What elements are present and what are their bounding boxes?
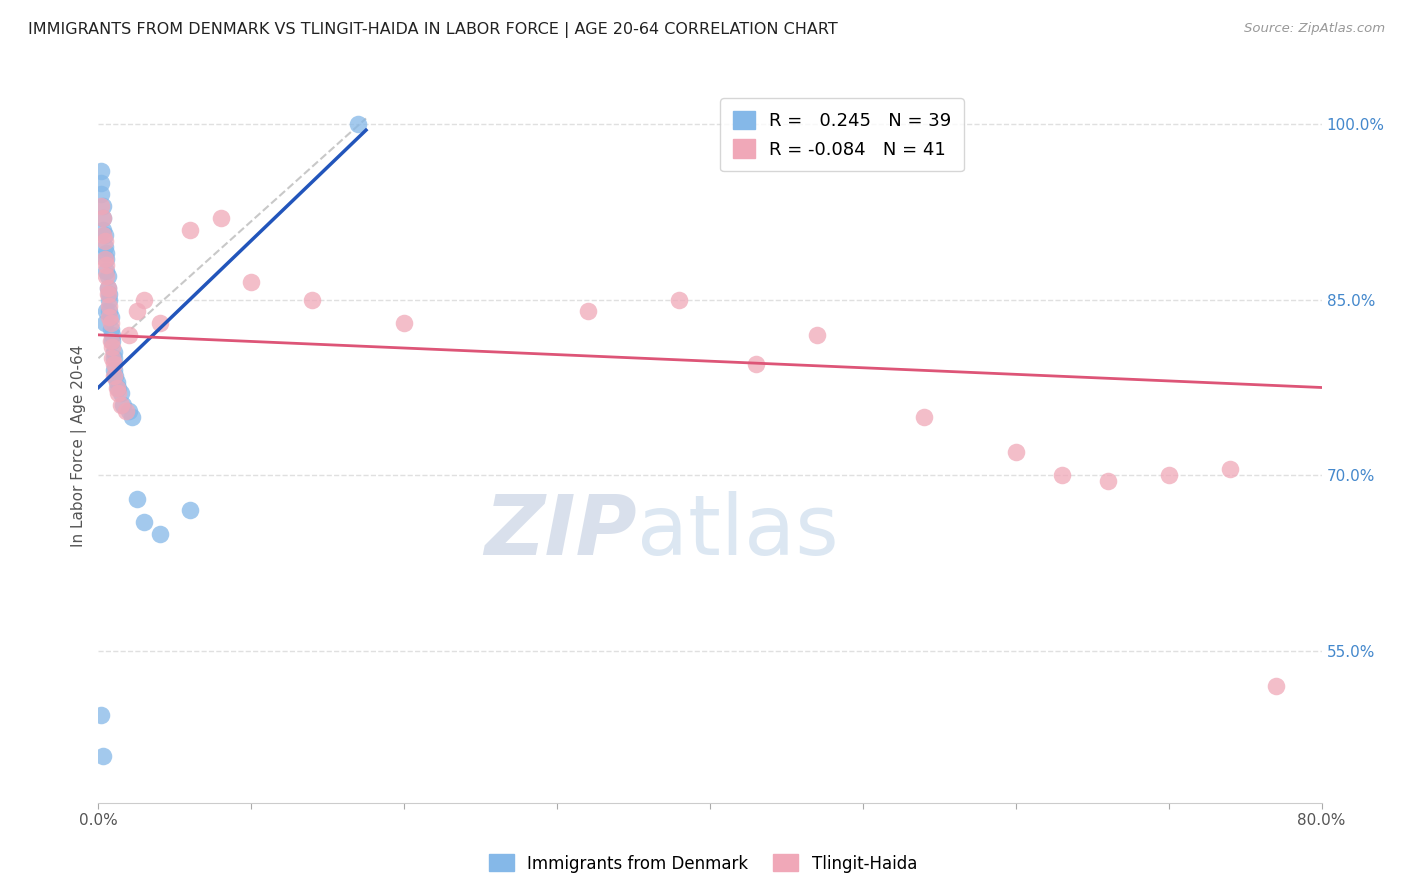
Point	[100, 310, 122, 325]
Text: atlas: atlas	[637, 491, 838, 572]
Point	[1264, 679, 1286, 693]
Point	[576, 304, 599, 318]
Point	[94, 258, 117, 272]
Point	[745, 357, 768, 371]
Point	[107, 380, 129, 394]
Point	[93, 316, 115, 330]
Point	[115, 404, 138, 418]
Point	[97, 281, 120, 295]
Point	[121, 409, 143, 424]
Point	[91, 228, 114, 243]
Point	[101, 334, 124, 348]
Point	[1050, 468, 1073, 483]
Point	[94, 246, 117, 260]
Point	[97, 287, 120, 301]
Text: IMMIGRANTS FROM DENMARK VS TLINGIT-HAIDA IN LABOR FORCE | AGE 20-64 CORRELATION : IMMIGRANTS FROM DENMARK VS TLINGIT-HAIDA…	[28, 22, 838, 38]
Point	[1219, 462, 1241, 476]
Point	[103, 363, 125, 377]
Text: Source: ZipAtlas.com: Source: ZipAtlas.com	[1244, 22, 1385, 36]
Point	[110, 386, 132, 401]
Point	[91, 222, 114, 236]
Point	[209, 211, 232, 225]
Point	[93, 252, 115, 266]
Point	[179, 503, 201, 517]
Point	[93, 234, 115, 248]
Point	[97, 281, 120, 295]
Point	[91, 211, 114, 225]
Point	[93, 228, 115, 243]
Point	[97, 269, 120, 284]
Point	[912, 409, 935, 424]
Point	[98, 293, 121, 307]
Legend: Immigrants from Denmark, Tlingit-Haida: Immigrants from Denmark, Tlingit-Haida	[482, 847, 924, 880]
Point	[98, 310, 121, 325]
Point	[125, 491, 148, 506]
Point	[104, 368, 127, 383]
Point	[668, 293, 690, 307]
Point	[806, 327, 828, 342]
Point	[100, 316, 122, 330]
Point	[118, 327, 141, 342]
Point	[149, 316, 172, 330]
Point	[101, 340, 124, 354]
Point	[91, 211, 114, 225]
Point	[100, 322, 122, 336]
Point	[111, 398, 134, 412]
Point	[90, 187, 112, 202]
Point	[107, 386, 129, 401]
Point	[94, 269, 117, 284]
Text: ZIP: ZIP	[484, 491, 637, 572]
Point	[134, 293, 156, 307]
Point	[103, 345, 125, 359]
Point	[101, 351, 124, 366]
Point	[90, 708, 112, 723]
Point	[110, 398, 132, 412]
Point	[1097, 474, 1119, 488]
Point	[90, 164, 112, 178]
Point	[347, 117, 370, 131]
Y-axis label: In Labor Force | Age 20-64: In Labor Force | Age 20-64	[72, 345, 87, 547]
Point	[125, 304, 148, 318]
Point	[103, 357, 125, 371]
Point	[101, 327, 124, 342]
Point	[301, 293, 323, 307]
Point	[392, 316, 416, 330]
Point	[91, 199, 114, 213]
Point	[91, 749, 114, 764]
Point	[105, 380, 128, 394]
Point	[134, 515, 156, 529]
Point	[103, 368, 125, 383]
Point	[98, 304, 121, 318]
Point	[98, 287, 121, 301]
Point	[118, 404, 141, 418]
Point	[149, 526, 172, 541]
Point	[93, 240, 115, 254]
Point	[179, 222, 201, 236]
Point	[1157, 468, 1180, 483]
Legend: R =   0.245   N = 39, R = -0.084   N = 41: R = 0.245 N = 39, R = -0.084 N = 41	[720, 98, 965, 171]
Point	[1004, 445, 1026, 459]
Point	[100, 334, 122, 348]
Point	[105, 375, 128, 389]
Point	[94, 252, 117, 266]
Point	[98, 299, 121, 313]
Point	[240, 275, 263, 289]
Point	[90, 176, 112, 190]
Point	[94, 263, 117, 277]
Point	[103, 351, 125, 366]
Point	[90, 199, 112, 213]
Point	[94, 304, 117, 318]
